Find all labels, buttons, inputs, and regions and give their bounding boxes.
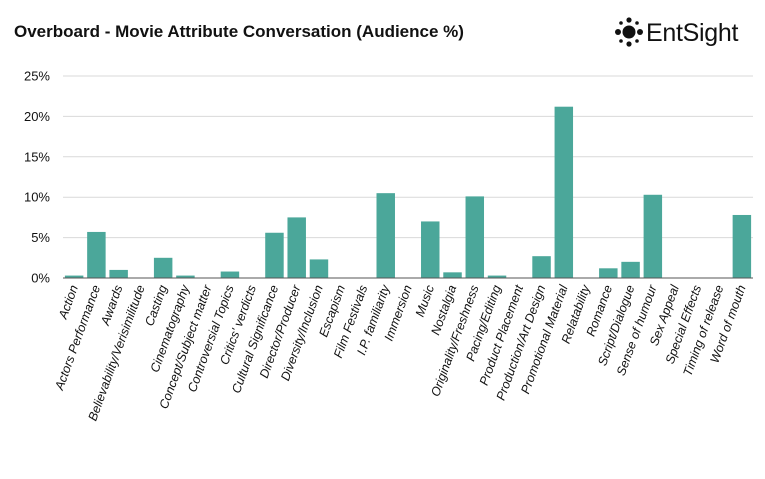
dot-cluster-icon (615, 17, 643, 47)
y-tick-label: 25% (24, 69, 50, 84)
bar (732, 214, 752, 278)
bar (87, 231, 106, 278)
bar (265, 232, 284, 278)
bar (421, 221, 440, 278)
bar (621, 261, 640, 278)
bar (532, 256, 551, 278)
logo-text: EntSight (646, 19, 739, 47)
bar (643, 194, 663, 278)
bar (176, 275, 195, 278)
bar (64, 275, 84, 278)
y-tick-label: 0% (31, 271, 50, 286)
y-tick-label: 5% (31, 230, 50, 245)
y-tick-label: 15% (24, 149, 50, 164)
y-tick-label: 20% (24, 109, 50, 124)
y-tick-label: 10% (24, 190, 50, 205)
bar (465, 196, 485, 278)
bar (109, 269, 128, 278)
bar (376, 193, 395, 278)
bar (220, 271, 240, 278)
bar (287, 217, 306, 278)
bar (443, 272, 462, 278)
bar (487, 275, 507, 278)
x-tick-label: Actors Performance (52, 283, 103, 393)
chart-title: Overboard - Movie Attribute Conversation… (14, 22, 464, 41)
x-tick-label: Music (413, 283, 438, 319)
bar (599, 268, 618, 278)
bar (153, 257, 173, 278)
entsight-logo: EntSight (614, 12, 754, 52)
bar (309, 259, 329, 278)
bar (554, 106, 574, 278)
